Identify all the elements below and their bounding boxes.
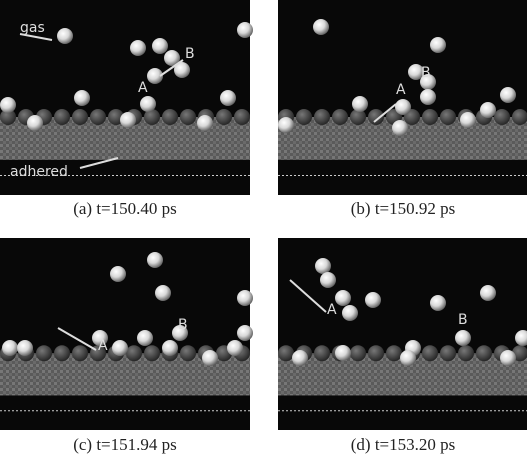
gas-atom [395, 99, 411, 115]
gas-atom [237, 22, 253, 38]
substrate-atom [180, 109, 196, 125]
atom-label: A [396, 82, 406, 98]
substrate-atom [54, 109, 70, 125]
substrate-atom [440, 109, 456, 125]
substrate-atom [72, 109, 88, 125]
gas-atom [162, 340, 178, 356]
substrate-atom [90, 109, 106, 125]
gas-atom [430, 295, 446, 311]
atom-label: B [421, 65, 431, 81]
substrate-atom [368, 345, 384, 361]
gas-atom [197, 115, 213, 131]
atom-label: A [98, 338, 108, 354]
gas-atom [120, 112, 136, 128]
substrate-atom [314, 109, 330, 125]
gas-atom [140, 96, 156, 112]
gas-atom [57, 28, 73, 44]
gas-atom [500, 87, 516, 103]
gas-atom [342, 305, 358, 321]
substrate-atom [162, 109, 178, 125]
panel: BA [0, 238, 253, 430]
gas-atom [0, 97, 16, 113]
gas-atom [152, 38, 168, 54]
substrate-atom [126, 345, 142, 361]
substrate-atom [144, 345, 160, 361]
substrate-atom [278, 345, 294, 361]
substrate-atom [314, 345, 330, 361]
caption: (c) t=151.94 ps [73, 435, 177, 454]
atom-label: A [327, 302, 337, 318]
panel: gas B Aadhered [0, 0, 253, 195]
substrate-atom [422, 345, 438, 361]
atom-label: A [138, 80, 148, 96]
substrate-atom [216, 109, 232, 125]
gas-atom [500, 350, 516, 366]
gas-atom [147, 252, 163, 268]
atom-label: adhered [10, 164, 68, 180]
gas-atom [313, 19, 329, 35]
gas-atom [155, 285, 171, 301]
substrate-atom [36, 345, 52, 361]
gas-atom [400, 350, 416, 366]
gas-atom [315, 258, 331, 274]
caption: (d) t=153.20 ps [351, 435, 456, 454]
gas-atom [17, 340, 33, 356]
caption: (b) t=150.92 ps [351, 199, 456, 218]
gas-atom [112, 340, 128, 356]
substrate-atom [440, 345, 456, 361]
gas-atom [480, 285, 496, 301]
gas-atom [365, 292, 381, 308]
substrate-atom [422, 109, 438, 125]
substrate-atom [234, 109, 250, 125]
substrate-atom [386, 345, 402, 361]
substrate-atom [458, 345, 474, 361]
substrate-atom [350, 345, 366, 361]
gas-atom [130, 40, 146, 56]
gas-atom [460, 112, 476, 128]
substrate-atom [476, 345, 492, 361]
panel-background [0, 238, 250, 430]
atom-label: B [458, 312, 468, 328]
gas-atom [335, 290, 351, 306]
gas-atom [74, 90, 90, 106]
atom-label: gas [20, 20, 45, 36]
gas-atom [202, 350, 218, 366]
gas-atom [335, 345, 351, 361]
gas-atom [292, 350, 308, 366]
substrate-atom [54, 345, 70, 361]
gas-atom [420, 89, 436, 105]
gas-atom [278, 117, 294, 133]
atom-label: B [185, 46, 195, 62]
figure: gasBAadheredABBAAB (a) t=150.40 ps(b) t=… [0, 0, 527, 462]
gas-atom [110, 266, 126, 282]
substrate-atom [332, 109, 348, 125]
substrate-atom [296, 109, 312, 125]
gas-atom [237, 325, 253, 341]
panel: AB [278, 0, 527, 195]
gas-atom [27, 115, 43, 131]
gas-atom [480, 102, 496, 118]
gas-atom [137, 330, 153, 346]
substrate-atom [72, 345, 88, 361]
gas-atom [227, 340, 243, 356]
gas-atom [2, 340, 18, 356]
caption: (a) t=150.40 ps [73, 199, 177, 218]
atom-label: B [178, 317, 188, 333]
gas-atom [352, 96, 368, 112]
panel: AB [278, 238, 527, 430]
substrate-atom [180, 345, 196, 361]
gas-atom [220, 90, 236, 106]
gas-atom [392, 120, 408, 136]
gas-atom [320, 272, 336, 288]
gas-atom [430, 37, 446, 53]
substrate-atom [494, 109, 510, 125]
gas-atom [237, 290, 253, 306]
gas-atom [455, 330, 471, 346]
